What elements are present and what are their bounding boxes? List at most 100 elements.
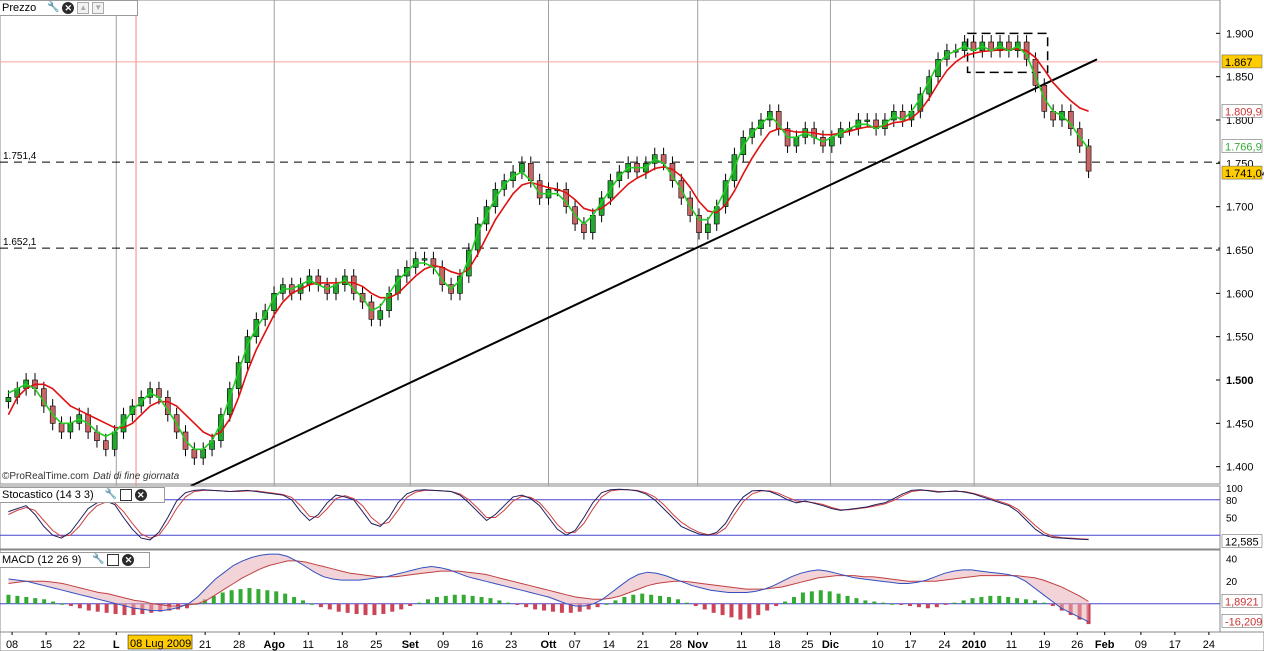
axis-label: 09 (1135, 639, 1147, 651)
candle-up (235, 362, 242, 389)
macd-bar-positive (604, 603, 609, 605)
macd-bar-positive (309, 603, 314, 605)
window-icon[interactable] (107, 554, 120, 566)
macd-bar-negative (1050, 603, 1055, 607)
macd-bar-negative (113, 603, 118, 614)
label-ma-fast: 1.766,9 (1225, 142, 1262, 154)
macd-bar-negative (381, 603, 386, 614)
macd-bar-negative (77, 603, 82, 609)
candle-down (581, 223, 587, 233)
macd-tick-label: 40 (1226, 555, 1238, 566)
macd-panel-header: MACD (12 26 9) 🔧 ✕ (0, 552, 150, 568)
macd-bar-negative (916, 603, 921, 608)
macd-bar-positive (488, 598, 493, 604)
candle-up (705, 223, 711, 233)
macd-line (8, 553, 1089, 623)
macd-panel[interactable]: 40 20 1,8921 -16,209 (0, 549, 1262, 633)
axis-label: 11 (303, 639, 314, 651)
close-icon[interactable]: ✕ (62, 2, 75, 14)
macd-bar-negative (86, 603, 91, 611)
macd-bar-negative (711, 603, 716, 613)
axis-label: 15 (40, 639, 52, 651)
axis-label: 23 (505, 639, 517, 651)
macd-bar-negative (318, 603, 323, 608)
cursor-date-label: 08 Lug 2009 (130, 638, 191, 650)
candle-up (864, 119, 871, 122)
close-icon[interactable]: ✕ (122, 554, 135, 566)
support-label-0: 1.751,4 (3, 151, 37, 162)
axis-label: 19 (1038, 639, 1050, 651)
macd-bar-positive (809, 591, 814, 604)
axis-label: 18 (768, 639, 780, 651)
stoch-plot-area (0, 485, 1221, 550)
macd-bar-positive (1006, 597, 1011, 604)
macd-bar-negative (363, 603, 368, 616)
macd-bar-positive (970, 598, 975, 604)
macd-bar-positive (1032, 600, 1037, 604)
macd-bar-positive (622, 597, 627, 604)
stoch-tick-label: 50 (1226, 514, 1238, 525)
candle-up (200, 449, 207, 459)
macd-bar-negative (729, 603, 734, 618)
candle-up (226, 388, 233, 415)
macd-bar-positive (791, 597, 796, 604)
macd-bar-negative (943, 603, 948, 605)
macd-bar-negative (586, 603, 591, 610)
window-icon[interactable] (119, 489, 132, 501)
candle-up (519, 163, 525, 173)
move-down-icon[interactable]: ▼ (92, 2, 105, 14)
wrench-icon[interactable]: 🔧 (47, 2, 60, 13)
axis-label: 18 (336, 639, 348, 651)
macd-bar-negative (104, 603, 109, 613)
price-tick-label: 1.600 (1226, 288, 1254, 300)
macd-bar-positive (238, 589, 243, 604)
label-last-price-bg (1221, 165, 1263, 180)
axis-bg (0, 631, 1264, 651)
wrench-icon[interactable]: 🔧 (92, 554, 105, 565)
candle-down (1068, 111, 1074, 129)
macd-bar-positive (479, 597, 484, 604)
macd-bar-negative (738, 603, 743, 620)
candle-up (457, 275, 463, 294)
wrench-icon[interactable]: 🔧 (104, 489, 117, 500)
stochastic-panel-header: Stocastico (14 3 3) 🔧 ✕ (0, 487, 165, 503)
axis-label: Ago (264, 639, 286, 651)
candle-down (536, 180, 543, 199)
price-plot-area (0, 0, 1221, 485)
price-tick-label: 1.550 (1226, 332, 1254, 344)
source-text: ©ProRealTime.com (2, 471, 90, 482)
macd-bar-positive (613, 600, 618, 604)
macd-bar-positive (684, 602, 689, 604)
price-panel[interactable]: 1.751,41.652,11.9001.8501.8001.7501.7001… (0, 0, 1264, 632)
label-macd-signal: 1,8921 (1225, 596, 1259, 608)
macd-bar-negative (1086, 603, 1091, 625)
support-label-1: 1.652,1 (3, 237, 37, 248)
macd-bar-negative (702, 603, 707, 610)
move-up-icon[interactable]: ▲ (77, 2, 90, 14)
axis-label: Nov (687, 639, 709, 651)
axis-label: Set (402, 639, 419, 651)
macd-bar-negative (925, 603, 930, 609)
macd-bar-positive (470, 595, 475, 604)
close-icon[interactable]: ✕ (134, 489, 147, 501)
label-ma-slow: 1.809,9 (1225, 106, 1262, 118)
macd-bar-positive (649, 594, 654, 604)
macd-bar-positive (800, 592, 805, 604)
axis-label: 17 (904, 639, 916, 651)
macd-bar-positive (872, 601, 877, 604)
macd-bar-positive (443, 595, 448, 604)
label-ma-fast-bg (1221, 139, 1263, 153)
candle-up (244, 336, 251, 363)
ma-slow-line (7, 48, 1089, 438)
macd-bar-negative (908, 603, 913, 607)
macd-bar-negative (345, 603, 350, 613)
macd-bar-positive (979, 597, 984, 604)
macd-bar-negative (68, 603, 73, 607)
axis-label: 25 (801, 639, 813, 651)
macd-bar-positive (434, 597, 439, 604)
macd-bar-negative (899, 603, 904, 605)
stoch-k-line (8, 488, 1089, 541)
macd-bar-positive (247, 587, 252, 604)
